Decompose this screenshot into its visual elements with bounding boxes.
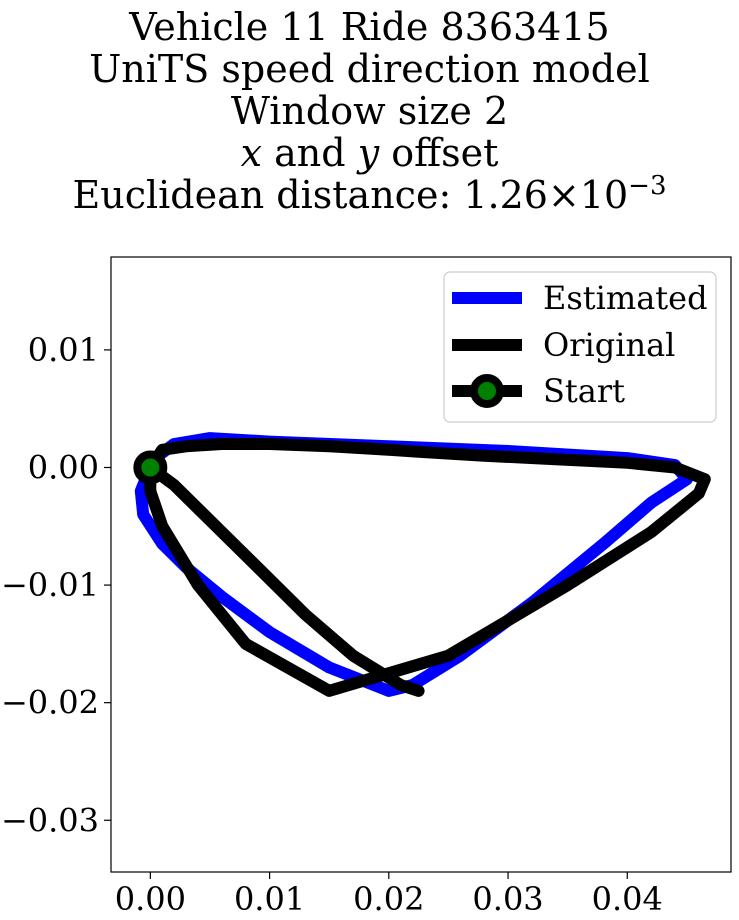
title-line-distance: Euclidean distance: 1.26×10−3 xyxy=(0,172,739,218)
y-tick-label: −0.01 xyxy=(1,566,99,604)
legend-label-original: Original xyxy=(543,326,675,364)
title-and: and xyxy=(274,131,346,175)
legend-label-estimated: Estimated xyxy=(543,279,708,317)
title-line-offset: x and y offset xyxy=(0,130,739,176)
y-tick-label: 0.01 xyxy=(28,331,99,369)
legend-box xyxy=(443,271,717,423)
y-tick-label: 0.00 xyxy=(28,448,99,486)
x-tick-label: 0.04 xyxy=(592,880,663,918)
y-tick-label: −0.02 xyxy=(1,684,99,722)
title-line-2: UniTS speed direction model xyxy=(89,47,650,91)
title-distance-times: × xyxy=(547,173,580,217)
start-point-marker xyxy=(133,450,168,485)
title-x-var: x xyxy=(240,131,263,175)
title-offset-word: offset xyxy=(391,131,499,175)
x-tick-label: 0.00 xyxy=(115,880,186,918)
title-distance-mantissa: 1.26 xyxy=(463,173,548,217)
legend: Estimated Original Start xyxy=(443,271,717,423)
legend-marker-start xyxy=(470,374,504,408)
x-axis: 0.00 0.01 0.02 0.03 0.04 xyxy=(115,872,663,918)
y-axis: 0.01 0.00 −0.01 −0.02 −0.03 xyxy=(1,331,111,839)
legend-label-start: Start xyxy=(543,372,625,410)
x-tick-label: 0.02 xyxy=(353,880,424,918)
series-line-original xyxy=(144,438,711,697)
x-tick-label: 0.03 xyxy=(472,880,543,918)
series-layer xyxy=(133,432,711,697)
title-y-var: y xyxy=(357,131,380,175)
title-distance-prefix: Euclidean distance: xyxy=(72,173,452,217)
title-line-1: Vehicle 11 Ride 8363415 xyxy=(129,5,610,49)
plot-area-frame xyxy=(110,256,732,873)
x-tick-label: 0.01 xyxy=(234,880,305,918)
title-distance-exponent: −3 xyxy=(628,171,667,201)
title-distance-base: 10 xyxy=(579,173,629,217)
y-tick-label: −0.03 xyxy=(1,801,99,839)
title-line-3: Window size 2 xyxy=(230,89,509,133)
